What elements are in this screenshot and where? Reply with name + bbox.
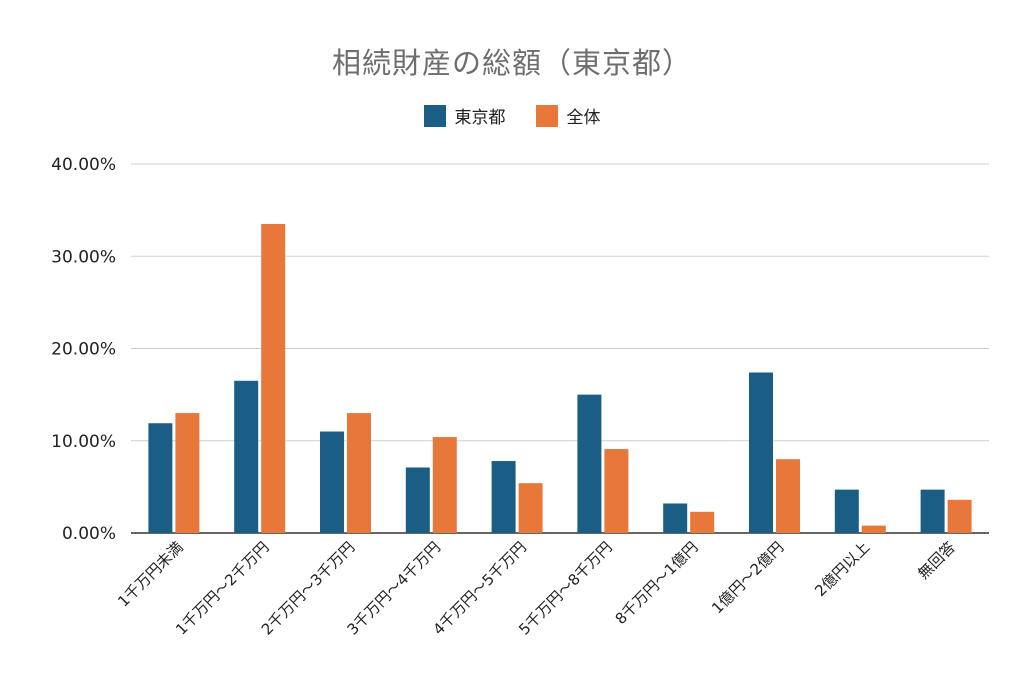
- bar-all: [175, 413, 200, 533]
- bar-all: [690, 511, 715, 533]
- bar-all: [604, 449, 629, 533]
- legend: 東京都 全体: [0, 103, 1024, 128]
- legend-item-tokyo: 東京都: [423, 103, 506, 128]
- y-tick-label: 20.00%: [51, 340, 116, 360]
- bar-all: [776, 459, 800, 533]
- bar-all: [947, 499, 972, 533]
- y-tick-label: 10.00%: [51, 432, 116, 452]
- bar-tokyo: [577, 394, 602, 533]
- x-tick-label: 無回答: [914, 538, 959, 583]
- bar-tokyo: [405, 467, 430, 533]
- legend-item-all: 全体: [535, 103, 601, 128]
- legend-label-all: 全体: [566, 108, 601, 128]
- bar-all: [432, 437, 457, 533]
- bar-all: [861, 525, 886, 533]
- legend-label-tokyo: 東京都: [454, 108, 506, 128]
- x-tick-label: 2億円以上: [811, 538, 873, 600]
- bar-tokyo: [749, 372, 773, 533]
- x-tick-label: 5千万円～8千万円: [515, 538, 615, 638]
- bar-tokyo: [234, 380, 259, 533]
- bar-tokyo: [834, 489, 859, 533]
- y-tick-label: 40.00%: [51, 155, 116, 175]
- bar-all: [347, 413, 371, 533]
- x-tick-label: 1億円～2億円: [708, 538, 787, 617]
- x-tick-label: 8千万円～1億円: [612, 538, 702, 628]
- y-tick-label: 0.00%: [62, 524, 116, 544]
- legend-swatch-tokyo: [423, 104, 446, 127]
- bar-all: [261, 223, 286, 533]
- x-tick-label: 1千万円～2千万円: [172, 538, 272, 638]
- legend-swatch-all: [535, 104, 558, 127]
- bar-tokyo: [663, 503, 688, 533]
- x-tick-label: 1千万円未満: [114, 538, 187, 611]
- bar-tokyo: [320, 431, 344, 533]
- bar-all: [518, 483, 543, 533]
- bar-tokyo: [148, 423, 173, 533]
- bar-tokyo: [491, 461, 516, 533]
- x-tick-label: 4千万円～5千万円: [429, 538, 529, 638]
- chart-title: 相続財産の総額（東京都）: [331, 46, 692, 80]
- bar-tokyo: [920, 489, 945, 533]
- x-tick-label: 3千万円～4千万円: [344, 538, 444, 638]
- y-tick-label: 30.00%: [51, 247, 116, 267]
- x-tick-label: 2千万円～3千万円: [258, 538, 358, 638]
